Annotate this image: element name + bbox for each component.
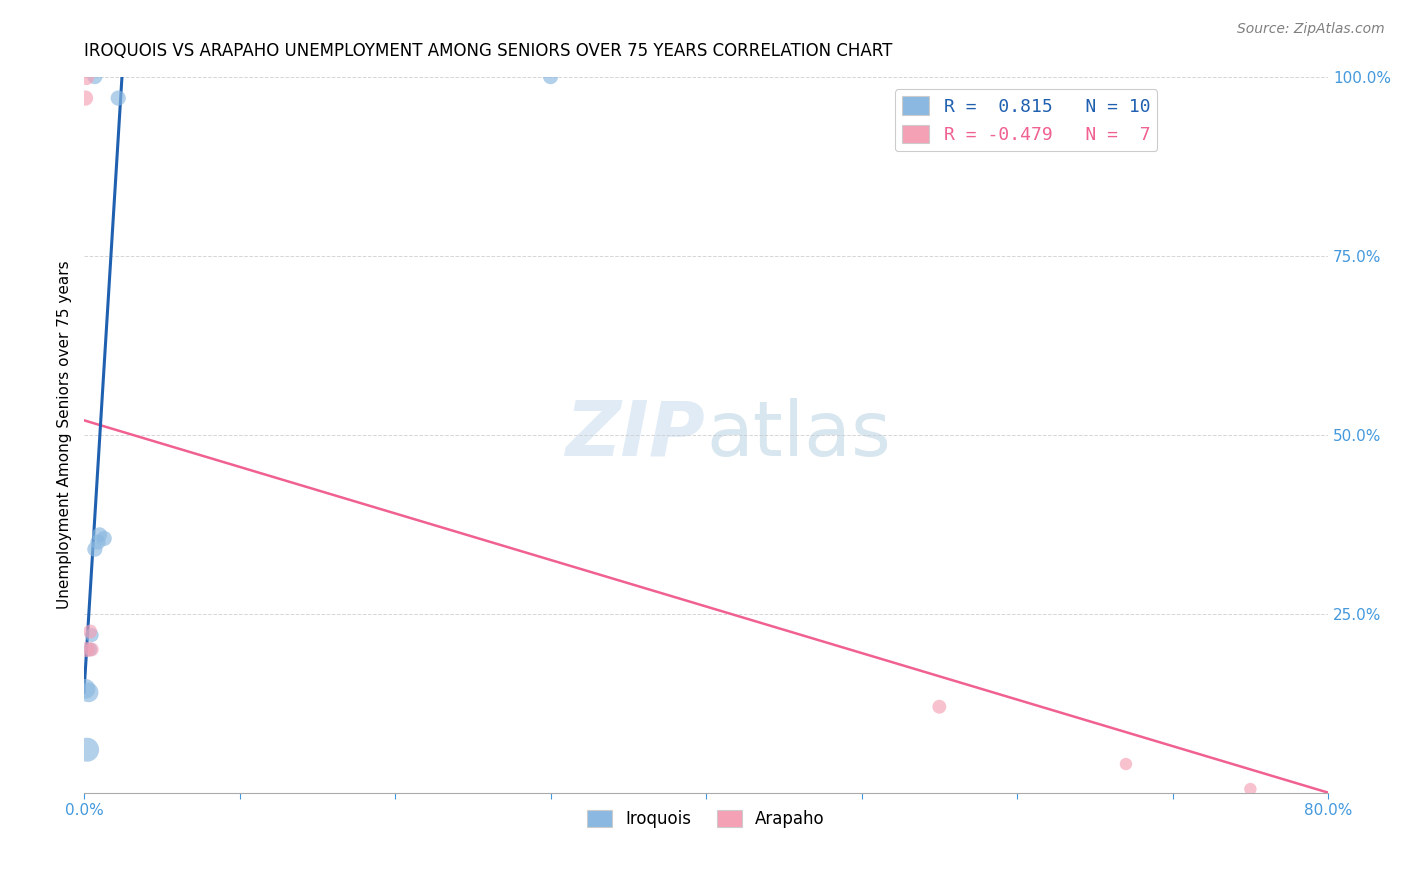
Text: ZIP: ZIP <box>567 398 706 472</box>
Point <box>75 91 97 105</box>
Point <box>1115 757 1137 772</box>
Point <box>76 742 98 756</box>
Point <box>80 628 103 642</box>
Point <box>76 642 98 657</box>
Text: IROQUOIS VS ARAPAHO UNEMPLOYMENT AMONG SENIORS OVER 75 YEARS CORRELATION CHART: IROQUOIS VS ARAPAHO UNEMPLOYMENT AMONG S… <box>84 42 893 60</box>
Point <box>87 535 110 549</box>
Text: atlas: atlas <box>706 398 891 472</box>
Point <box>80 642 103 657</box>
Point <box>540 70 562 84</box>
Point <box>83 70 105 84</box>
Point <box>79 642 101 657</box>
Point <box>75 70 97 84</box>
Point <box>93 532 115 546</box>
Point <box>79 624 101 639</box>
Legend: Iroquois, Arapaho: Iroquois, Arapaho <box>581 803 831 834</box>
Text: Source: ZipAtlas.com: Source: ZipAtlas.com <box>1237 22 1385 37</box>
Y-axis label: Unemployment Among Seniors over 75 years: Unemployment Among Seniors over 75 years <box>58 260 72 609</box>
Point <box>1239 782 1261 797</box>
Point <box>77 685 100 699</box>
Point <box>107 91 129 105</box>
Point <box>89 528 111 542</box>
Point <box>83 542 105 557</box>
Point <box>75 681 97 696</box>
Point <box>928 699 950 714</box>
